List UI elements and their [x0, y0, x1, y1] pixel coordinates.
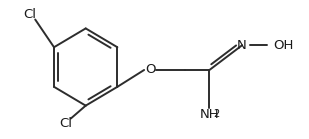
Text: OH: OH	[273, 39, 293, 52]
Text: Cl: Cl	[59, 117, 72, 130]
Text: Cl: Cl	[23, 8, 36, 21]
Text: 2: 2	[213, 109, 219, 119]
Text: NH: NH	[200, 108, 219, 121]
Text: O: O	[145, 64, 155, 76]
Text: N: N	[237, 39, 247, 52]
